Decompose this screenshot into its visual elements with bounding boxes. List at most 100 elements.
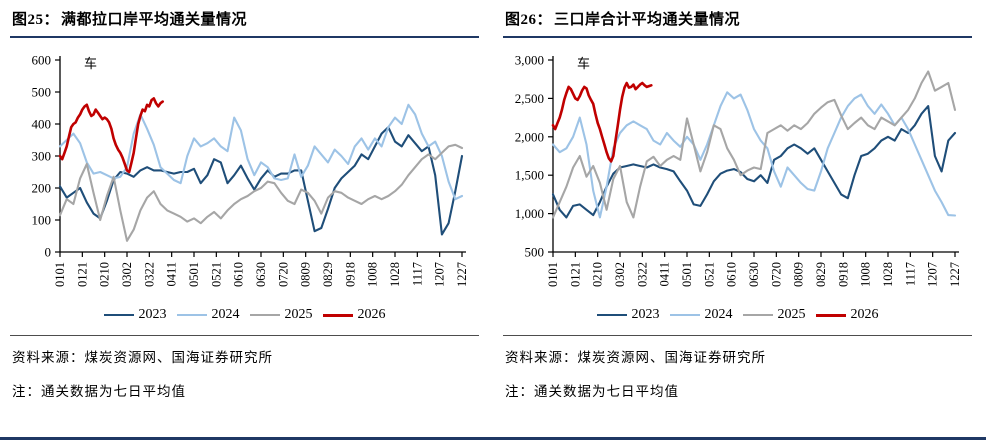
series-line-2026 [551, 81, 653, 163]
y-axis-unit-label: 车 [577, 56, 590, 71]
x-tick-label: 0121 [75, 262, 89, 287]
x-tick-label: 0610 [232, 262, 246, 287]
x-tick-label: 0121 [568, 262, 582, 287]
x-tick-label: 0101 [53, 262, 67, 287]
y-tick-label: 600 [32, 53, 52, 68]
x-tick-label: 0411 [658, 262, 672, 287]
figure-26-title-text: 三口岸合计平均通关量情况 [554, 12, 741, 28]
legend-item-2023: 2023 [103, 307, 167, 323]
legend-label-2024: 2024 [211, 307, 240, 322]
x-tick-label: 1008 [859, 262, 873, 287]
legend-item-2023: 2023 [596, 307, 660, 323]
figure-26-legend: 2023 2024 2025 2026 [503, 307, 972, 323]
x-tick-label: 0322 [142, 262, 156, 287]
y-tick-label: 100 [32, 213, 52, 228]
x-tick-label: 1028 [388, 262, 402, 287]
x-tick-label: 0210 [98, 262, 112, 287]
figure-25-note: 注：通关数据为七日平均值 [12, 384, 186, 399]
x-tick-label: 0610 [725, 262, 739, 287]
x-tick-label: 1117 [410, 262, 424, 286]
x-tick-label: 0720 [276, 262, 290, 287]
legend-swatch-2024 [176, 314, 207, 316]
legend-label-2026: 2026 [357, 307, 386, 322]
figure-25-legend: 2023 2024 2025 2026 [10, 307, 479, 323]
x-tick-label: 0809 [299, 262, 313, 287]
figure-26-title: 图26： 三口岸合计平均通关量情况 [503, 6, 972, 38]
x-tick-label: 0501 [680, 262, 694, 287]
x-tick-label: 0322 [635, 262, 649, 287]
line-chart-svg: 0 100 200 300 400 500 600 0101 0121 0210 0302 0322 0… [32, 53, 470, 288]
x-tick-label: 1227 [455, 262, 469, 287]
series-line-2024 [551, 91, 957, 219]
figures-row: 图25： 满都拉口岸平均通关量情况 0 100 200 300 400 500 600 0101… [0, 6, 986, 400]
legend-label-2023: 2023 [631, 307, 660, 322]
figure-25-title: 图25： 满都拉口岸平均通关量情况 [10, 6, 479, 38]
y-tick-label: 400 [32, 117, 52, 132]
legend-swatch-2026 [322, 313, 353, 317]
x-tick-label: 1207 [926, 262, 940, 287]
series-line-2023 [58, 126, 464, 236]
legend-label-2024: 2024 [704, 307, 733, 322]
legend-item-2026: 2026 [322, 307, 386, 323]
x-tick-label: 0101 [546, 262, 560, 287]
legend-label-2026: 2026 [850, 307, 879, 322]
x-tick-label: 0302 [120, 262, 134, 287]
legend-swatch-2026 [815, 313, 846, 317]
page-bottom-rule [0, 437, 986, 440]
y-tick-label: 2,500 [515, 91, 544, 106]
y-tick-label: 2,000 [515, 129, 544, 144]
y-tick-label: 1,500 [515, 168, 544, 183]
figure-26-chart: 500 1,000 1,500 2,000 2,500 3,000 0101 0121 0210… [503, 48, 972, 305]
x-tick-label: 0630 [254, 262, 268, 287]
x-tick-label: 0302 [613, 262, 627, 287]
y-tick-label: 1,000 [515, 206, 544, 221]
legend-item-2026: 2026 [815, 307, 879, 323]
x-tick-label: 1207 [433, 262, 447, 287]
legend-swatch-2023 [103, 314, 134, 316]
legend-label-2023: 2023 [138, 307, 167, 322]
x-tick-label: 0918 [836, 262, 850, 287]
figure-25-label: 图25： [12, 12, 60, 28]
figure-26-column: 图26： 三口岸合计平均通关量情况 500 1,000 1,500 2,000 2,500… [493, 6, 986, 400]
y-tick-label: 200 [32, 181, 52, 196]
series-line-2023 [551, 105, 957, 219]
x-tick-label: 0210 [591, 262, 605, 287]
x-tick-label: 0829 [321, 262, 335, 287]
x-tick-label: 0829 [814, 262, 828, 287]
figure-25-title-text: 满都拉口岸平均通关量情况 [61, 12, 248, 28]
y-tick-label: 500 [525, 245, 545, 260]
legend-swatch-2025 [249, 314, 280, 316]
x-tick-label: 0918 [343, 262, 357, 287]
x-tick-label: 0521 [702, 262, 716, 287]
y-tick-label: 3,000 [515, 53, 544, 68]
legend-swatch-2023 [596, 314, 627, 316]
legend-item-2024: 2024 [669, 307, 733, 323]
legend-label-2025: 2025 [777, 307, 806, 322]
y-axis-unit-label: 车 [84, 56, 97, 71]
figure-25-chart: 0 100 200 300 400 500 600 0101 0121 0210 0302 0322 0… [10, 48, 479, 305]
legend-item-2024: 2024 [176, 307, 240, 323]
legend-label-2025: 2025 [284, 307, 313, 322]
x-tick-label: 1227 [948, 262, 962, 287]
legend-swatch-2024 [669, 314, 700, 316]
line-chart-svg: 500 1,000 1,500 2,000 2,500 3,000 0101 0121 0210… [515, 53, 962, 288]
x-tick-label: 0411 [165, 262, 179, 287]
figure-26-note: 注：通关数据为七日平均值 [505, 384, 679, 399]
figure-26-source: 资料来源：煤炭资源网、国海证券研究所 [503, 335, 972, 366]
x-tick-label: 0720 [769, 262, 783, 287]
x-tick-label: 1008 [366, 262, 380, 287]
x-tick-label: 1117 [903, 262, 917, 286]
legend-item-2025: 2025 [742, 307, 806, 323]
figure-25-source: 资料来源：煤炭资源网、国海证券研究所 [10, 335, 479, 366]
x-tick-label: 0630 [747, 262, 761, 287]
x-tick-label: 1028 [881, 262, 895, 287]
legend-item-2025: 2025 [249, 307, 313, 323]
x-tick-label: 0809 [792, 262, 806, 287]
x-tick-label: 0501 [187, 262, 201, 287]
legend-swatch-2025 [742, 314, 773, 316]
figure-25-column: 图25： 满都拉口岸平均通关量情况 0 100 200 300 400 500 600 0101… [0, 6, 493, 400]
y-tick-label: 300 [32, 149, 52, 164]
series-line-2026 [58, 97, 164, 174]
x-tick-label: 0521 [209, 262, 223, 287]
figure-26-label: 图26： [505, 12, 553, 28]
